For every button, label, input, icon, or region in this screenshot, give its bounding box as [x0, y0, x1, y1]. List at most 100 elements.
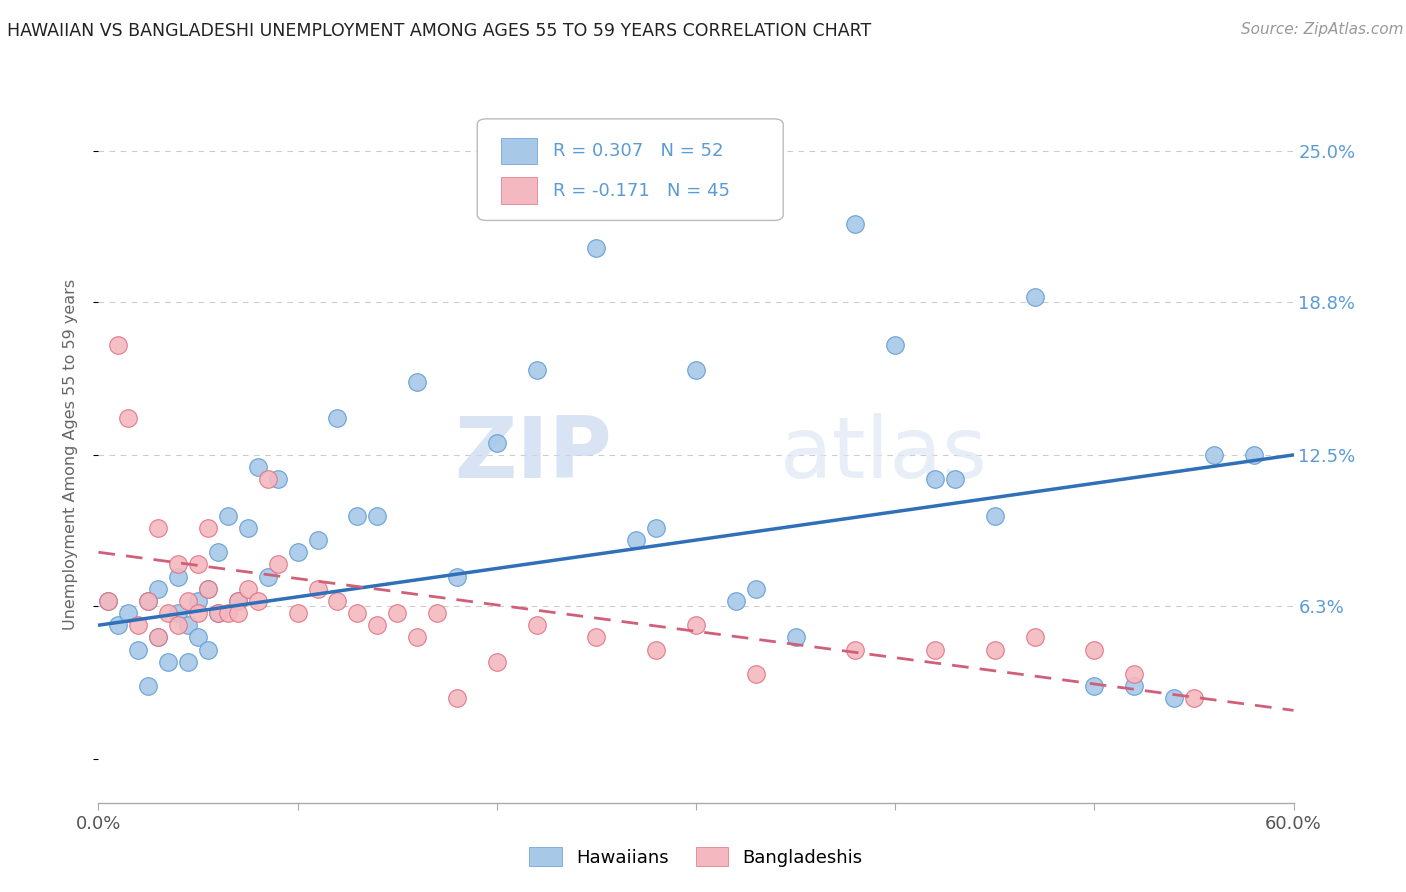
Point — [267, 558, 290, 572]
Point — [1024, 631, 1046, 645]
Point — [187, 606, 209, 620]
Text: Source: ZipAtlas.com: Source: ZipAtlas.com — [1240, 22, 1403, 37]
Point — [406, 631, 429, 645]
Point — [207, 606, 229, 620]
Text: R = -0.171   N = 45: R = -0.171 N = 45 — [553, 182, 730, 200]
Point — [167, 569, 190, 583]
Point — [127, 642, 149, 657]
Point — [148, 521, 170, 535]
Point — [187, 558, 209, 572]
Point — [256, 569, 278, 583]
Point — [1163, 691, 1185, 706]
Point — [217, 606, 239, 620]
Point — [187, 631, 209, 645]
Point — [256, 472, 278, 486]
Point — [148, 582, 170, 596]
Point — [187, 594, 209, 608]
Point — [167, 606, 190, 620]
Point — [307, 582, 329, 596]
Point — [148, 631, 170, 645]
Point — [107, 338, 129, 352]
Point — [984, 642, 1007, 657]
Point — [645, 521, 668, 535]
Point — [226, 606, 249, 620]
Point — [207, 545, 229, 559]
Point — [406, 375, 429, 389]
Point — [136, 594, 159, 608]
Point — [785, 631, 807, 645]
Point — [1083, 679, 1105, 693]
Point — [236, 521, 259, 535]
Point — [148, 631, 170, 645]
Point — [157, 606, 180, 620]
Point — [724, 594, 747, 608]
Point — [177, 594, 200, 608]
Point — [1123, 666, 1146, 681]
Point — [217, 508, 239, 523]
Point — [1024, 290, 1046, 304]
Point — [526, 618, 548, 632]
Point — [287, 545, 309, 559]
Point — [884, 338, 907, 352]
Point — [485, 655, 508, 669]
Text: HAWAIIAN VS BANGLADESHI UNEMPLOYMENT AMONG AGES 55 TO 59 YEARS CORRELATION CHART: HAWAIIAN VS BANGLADESHI UNEMPLOYMENT AMO… — [7, 22, 872, 40]
Point — [97, 594, 120, 608]
Point — [117, 606, 139, 620]
Point — [246, 460, 269, 475]
Point — [197, 582, 219, 596]
Point — [177, 618, 200, 632]
Point — [1243, 448, 1265, 462]
Point — [844, 642, 866, 657]
Text: R = 0.307   N = 52: R = 0.307 N = 52 — [553, 142, 723, 160]
Point — [526, 363, 548, 377]
Point — [177, 655, 200, 669]
Point — [446, 569, 468, 583]
Point — [326, 411, 349, 425]
Point — [207, 606, 229, 620]
Point — [745, 582, 768, 596]
Point — [197, 582, 219, 596]
Y-axis label: Unemployment Among Ages 55 to 59 years: Unemployment Among Ages 55 to 59 years — [63, 279, 77, 631]
Point — [346, 606, 368, 620]
Bar — [501, 178, 537, 203]
Point — [943, 472, 966, 486]
Point — [984, 508, 1007, 523]
Point — [226, 594, 249, 608]
Point — [1202, 448, 1225, 462]
Point — [645, 642, 668, 657]
FancyBboxPatch shape — [477, 119, 783, 220]
Point — [236, 582, 259, 596]
Point — [136, 594, 159, 608]
Point — [446, 691, 468, 706]
Point — [366, 508, 388, 523]
Point — [167, 558, 190, 572]
Point — [366, 618, 388, 632]
Point — [485, 435, 508, 450]
Point — [127, 618, 149, 632]
Point — [287, 606, 309, 620]
Point — [197, 642, 219, 657]
Point — [346, 508, 368, 523]
Point — [385, 606, 409, 620]
Point — [924, 642, 946, 657]
Point — [626, 533, 648, 547]
Point — [246, 594, 269, 608]
Point — [745, 666, 768, 681]
Point — [226, 594, 249, 608]
Point — [197, 521, 219, 535]
Point — [685, 363, 707, 377]
Text: ZIP: ZIP — [454, 413, 613, 497]
Point — [307, 533, 329, 547]
Point — [1123, 679, 1146, 693]
Text: atlas: atlas — [779, 413, 987, 497]
Point — [117, 411, 139, 425]
Point — [157, 655, 180, 669]
Point — [97, 594, 120, 608]
Point — [1182, 691, 1205, 706]
Point — [844, 217, 866, 231]
Legend: Hawaiians, Bangladeshis: Hawaiians, Bangladeshis — [522, 840, 870, 874]
Point — [326, 594, 349, 608]
Point — [267, 472, 290, 486]
Point — [685, 618, 707, 632]
Point — [1083, 642, 1105, 657]
